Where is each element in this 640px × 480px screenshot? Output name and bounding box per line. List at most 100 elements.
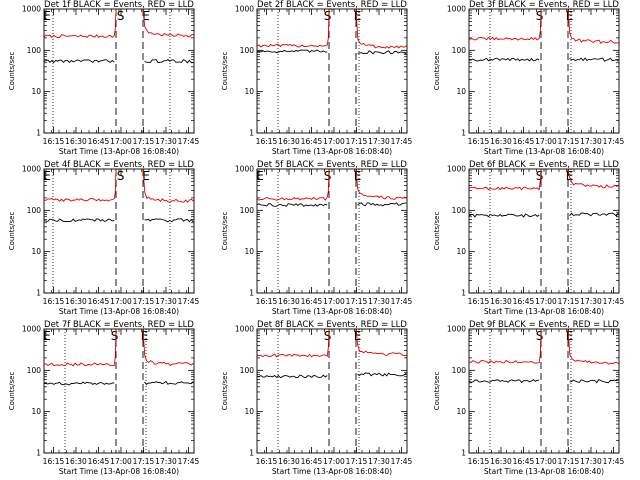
x-tick-label: 17:30: [155, 457, 177, 466]
event-marker-label: E: [354, 9, 362, 23]
y-tick-label: 1000: [447, 325, 466, 334]
x-tick-label: 16:15: [43, 457, 65, 466]
x-tick-label: 17:15: [346, 137, 368, 146]
plot-frame: [43, 8, 195, 134]
y-tick-label: 100: [27, 206, 42, 215]
y-tick-label: 1: [461, 129, 466, 138]
data-series-line: [468, 379, 540, 384]
y-tick-label: 1000: [22, 5, 41, 14]
plot-frame: [256, 328, 408, 454]
chart-panel: Det 1f BLACK = Events, RED = LLD Counts/s…: [8, 0, 200, 156]
data-series-line: [468, 213, 540, 218]
x-tick-label: 17:30: [368, 297, 390, 306]
x-tick-label: 16:15: [468, 137, 490, 146]
panel-grid: Det 1f BLACK = Events, RED = LLD Counts/s…: [8, 0, 625, 476]
chart-title: Det 3f BLACK = Events, RED = LLD: [469, 0, 619, 10]
data-series-line: [256, 203, 328, 208]
x-tick-label: 17:45: [178, 457, 200, 466]
y-axis-label: Counts/sec: [221, 212, 229, 251]
data-series-line: [144, 218, 194, 223]
chart-title: Det 7f BLACK = Events, RED = LLD: [44, 320, 194, 330]
x-tick-label: 17:45: [391, 297, 413, 306]
y-tick-label: 1000: [447, 5, 466, 14]
event-marker-label: S: [324, 329, 332, 343]
x-tick-label: 17:45: [178, 137, 200, 146]
data-series-line: [567, 8, 619, 44]
x-tick-label: 16:30: [490, 457, 512, 466]
chart-title: Det 5f BLACK = Events, RED = LLD: [257, 160, 407, 170]
chart-title: Det 8f BLACK = Events, RED = LLD: [257, 320, 407, 330]
x-tick-label: 17:00: [110, 457, 132, 466]
x-tick-label: 16:15: [43, 137, 65, 146]
y-axis-label: Counts/sec: [433, 372, 441, 411]
y-tick-label: 1: [461, 289, 466, 298]
y-tick-label: 100: [452, 366, 467, 375]
y-tick-label: 10: [244, 407, 254, 416]
y-tick-label: 1: [36, 289, 41, 298]
y-axis-label: Counts/sec: [8, 212, 16, 251]
x-axis-label: Start Time (13-Apr-08 16:08:40): [59, 147, 179, 156]
plot-frame: [256, 168, 408, 294]
y-tick-label: 100: [240, 366, 255, 375]
y-tick-label: 1000: [447, 165, 466, 174]
y-tick-label: 100: [240, 46, 255, 55]
data-series-line: [355, 328, 407, 356]
x-tick-label: 17:30: [155, 137, 177, 146]
chart-title: Det 9f BLACK = Events, RED = LLD: [469, 320, 619, 330]
x-tick-label: 17:30: [580, 297, 602, 306]
chart-panel: Det 2f BLACK = Events, RED = LLD Counts/s…: [221, 0, 413, 156]
chart-title: Det 6f BLACK = Events, RED = LLD: [469, 160, 619, 170]
x-tick-label: 17:00: [110, 137, 132, 146]
chart-panel: Det 5f BLACK = Events, RED = LLD Counts/s…: [221, 160, 413, 316]
x-axis-label: Start Time (13-Apr-08 16:08:40): [272, 147, 392, 156]
y-tick-label: 1: [249, 449, 254, 458]
event-marker-label: E: [142, 9, 150, 23]
x-tick-label: 17:00: [535, 297, 557, 306]
x-tick-label: 17:30: [368, 457, 390, 466]
x-tick-label: 17:45: [391, 457, 413, 466]
y-axis-label: Counts/sec: [8, 372, 16, 411]
event-marker-label: E: [142, 169, 150, 183]
plot-frame: [256, 8, 408, 134]
y-tick-label: 1000: [22, 165, 41, 174]
y-tick-label: 1: [36, 129, 41, 138]
data-series-line: [256, 168, 330, 201]
y-tick-label: 10: [456, 247, 466, 256]
x-tick-label: 16:45: [513, 137, 535, 146]
x-tick-label: 16:45: [88, 297, 110, 306]
x-tick-label: 17:15: [133, 137, 155, 146]
plot-frame: [43, 168, 195, 294]
y-axis-label: Counts/sec: [221, 372, 229, 411]
x-tick-label: 16:30: [65, 457, 87, 466]
event-marker-label: S: [117, 9, 125, 23]
chart-title: Det 4f BLACK = Events, RED = LLD: [44, 160, 194, 170]
y-tick-label: 1000: [22, 325, 41, 334]
data-series-line: [569, 212, 619, 217]
x-tick-label: 17:00: [323, 457, 345, 466]
x-tick-label: 16:15: [256, 457, 278, 466]
data-series-line: [357, 50, 407, 55]
x-tick-label: 17:45: [603, 297, 625, 306]
data-series-line: [569, 57, 619, 62]
event-marker-label: S: [117, 169, 125, 183]
chart-panel: Det 7f BLACK = Events, RED = LLD Counts/s…: [8, 320, 200, 476]
plot-frame: [468, 168, 620, 294]
event-marker-label: E: [141, 329, 149, 343]
data-series-line: [43, 328, 117, 367]
y-tick-label: 10: [31, 247, 41, 256]
chart-title: Det 2f BLACK = Events, RED = LLD: [257, 0, 407, 10]
data-series-line: [355, 8, 407, 49]
x-axis-label: Start Time (13-Apr-08 16:08:40): [484, 467, 604, 476]
x-tick-label: 16:45: [88, 137, 110, 146]
x-tick-label: 16:45: [301, 457, 323, 466]
y-tick-label: 100: [27, 366, 42, 375]
y-tick-label: 1000: [235, 5, 254, 14]
y-tick-label: 100: [452, 206, 467, 215]
x-tick-label: 17:00: [323, 297, 345, 306]
plot-frame: [43, 328, 195, 454]
data-series-line: [144, 380, 194, 386]
x-tick-label: 16:15: [256, 137, 278, 146]
x-tick-label: 17:30: [580, 137, 602, 146]
x-tick-label: 17:45: [391, 137, 413, 146]
